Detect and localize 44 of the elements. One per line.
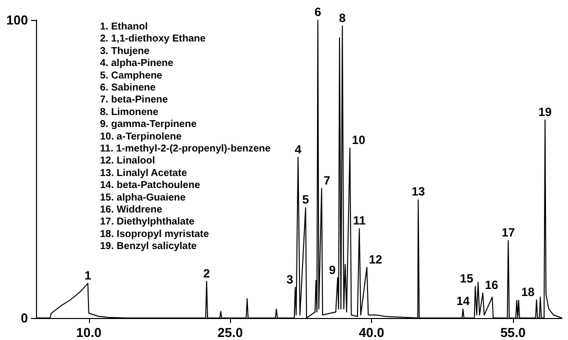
x-tick-label: 55.0 [500,325,526,340]
annotation: 11 [352,214,366,228]
annotation: 13. Linalyl Acetate [100,168,188,179]
annotation: 16 [484,278,498,292]
annotation: 4. alpha-Pinene [100,58,174,70]
annotation: 16. Widdrene [100,204,163,216]
annotation: 3 [286,272,294,286]
annotation: 18. Isopropyl myristate [100,228,210,240]
annotation: 17. Diethylphthalate [100,216,195,228]
annotation: 7. beta-Pinene [100,94,168,106]
annotation: 18 [521,284,535,299]
x-tick-label: 40.0 [358,325,384,340]
annotation: 3. Thujene [100,46,150,57]
annotation: 10. a-Terpinolene [100,131,182,142]
annotation: 6 [314,5,322,19]
annotation: 12 [368,252,383,266]
y-tick-label: 100 [6,12,28,28]
annotation: 15 [460,271,474,286]
annotation: 9 [328,262,336,277]
annotation: 2. 1,1-diethoxy Ethane [100,34,206,45]
annotation: 5 [302,192,310,207]
annotation: 13 [412,184,426,199]
annotation: 10 [352,133,366,148]
annotation: 8. Limonene [100,106,159,118]
annotation: 8 [339,10,346,25]
annotation: 19 [538,104,552,119]
y-tick-label: 0 [20,310,28,326]
annotation: 15. alpha-Guaiene [100,192,186,204]
annotation: 14 [456,294,470,308]
annotation: 6. Sabinene [100,82,156,94]
annotation: 12. Linalool [100,156,156,167]
annotation: 19. Benzyl salicylate [100,241,198,252]
annotation: 1 [84,268,92,282]
x-tick-label: 25.0 [218,325,243,340]
annotation: 14. beta-Patchoulene [100,180,200,192]
annotation: 9. gamma-Terpinene [100,119,197,130]
annotation: 7 [324,173,331,188]
x-tick-label: 10.0 [76,325,102,340]
annotation: 17 [502,226,516,240]
annotation: 5. Camphene [100,70,163,82]
annotation: 2 [203,266,210,280]
annotation: 11. 1-methyl-2-(2-propenyl)-benzene [100,144,272,154]
annotation: 4 [294,142,302,156]
annotation: 1. Ethanol [100,22,148,32]
